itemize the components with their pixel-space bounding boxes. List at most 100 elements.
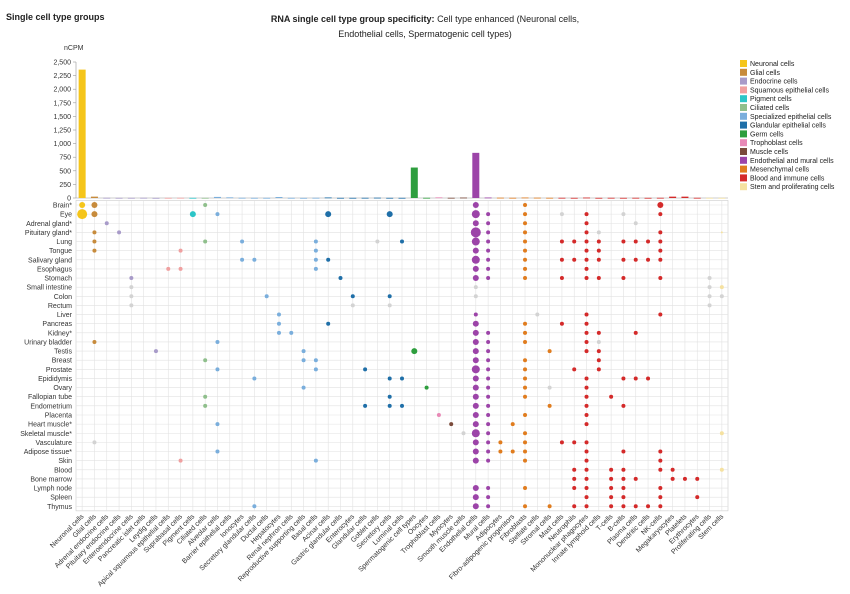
- bar-plasma-cells: [632, 197, 640, 199]
- dot: [584, 385, 589, 390]
- dot: [276, 321, 281, 326]
- dot: [79, 202, 86, 208]
- dot: [240, 239, 245, 244]
- legend-swatch: [740, 121, 747, 129]
- dot: [658, 276, 663, 281]
- dot: [596, 339, 601, 344]
- legend-label: Squamous epithelial cells: [750, 87, 829, 94]
- legend-label: Glandular epithelial cells: [750, 123, 826, 130]
- dot: [276, 330, 281, 335]
- legend-swatch: [740, 77, 747, 85]
- dot: [719, 467, 724, 472]
- dot: [523, 330, 528, 335]
- dot: [486, 504, 491, 509]
- dot: [523, 385, 528, 390]
- y-tick-label: 250: [59, 182, 71, 189]
- y-tick-label: 1,750: [53, 100, 71, 107]
- dot: [276, 312, 281, 317]
- bar-gastric-glandular-cells: [336, 197, 344, 199]
- dot: [584, 449, 589, 454]
- dot: [472, 439, 479, 446]
- legend-swatch: [740, 130, 747, 138]
- dot: [584, 440, 589, 445]
- bar-fibroblasts: [521, 197, 529, 199]
- bar-pituitary-endocrine-cells: [115, 197, 123, 199]
- dot: [584, 330, 589, 335]
- dot: [559, 321, 564, 326]
- bar-oocytes: [423, 197, 431, 199]
- row-label: Stomach: [44, 276, 72, 283]
- dot: [461, 431, 466, 436]
- bar-barrier-epithelial-cells: [226, 197, 234, 199]
- row-label: Lung: [56, 239, 72, 246]
- dot: [313, 358, 318, 363]
- dot: [471, 210, 480, 219]
- dot: [559, 212, 564, 217]
- dot: [523, 221, 528, 226]
- dot: [472, 494, 479, 501]
- row-label: Bone marrow: [30, 476, 73, 483]
- dot: [129, 303, 134, 308]
- dot: [523, 239, 528, 244]
- dot: [472, 411, 479, 418]
- dot: [486, 358, 491, 363]
- dot: [621, 504, 626, 509]
- dot: [621, 476, 626, 481]
- bar-ductal-cells: [263, 197, 271, 199]
- dot: [486, 339, 491, 344]
- dot: [486, 266, 491, 271]
- dot: [117, 230, 122, 235]
- dot: [471, 255, 480, 264]
- dot: [572, 486, 577, 491]
- dot: [633, 257, 638, 262]
- dot: [472, 329, 479, 336]
- dot: [621, 257, 626, 262]
- legend-label: Mesenchymal cells: [750, 167, 810, 174]
- row-label: Brain*: [53, 203, 72, 210]
- y-tick-label: 0: [67, 196, 71, 203]
- dot: [596, 230, 601, 235]
- dot: [77, 209, 88, 220]
- row-label: Pancreas: [42, 321, 72, 328]
- dot: [486, 367, 491, 372]
- dot: [203, 403, 208, 408]
- dot: [584, 376, 589, 381]
- dot: [719, 285, 724, 290]
- dot: [387, 403, 392, 408]
- dot: [326, 321, 331, 326]
- y-tick-label: 2,250: [53, 73, 71, 80]
- dot: [646, 257, 651, 262]
- legend-swatch: [740, 68, 747, 76]
- y-tick-label: 1,000: [53, 141, 71, 148]
- dot: [695, 476, 700, 481]
- dot: [621, 403, 626, 408]
- dot: [609, 486, 614, 491]
- dot: [91, 202, 98, 208]
- dot: [523, 376, 528, 381]
- legend-label: Specialized epithelial cells: [750, 114, 832, 121]
- bar-glial-cells: [90, 196, 98, 198]
- dot: [670, 476, 675, 481]
- dot: [473, 294, 478, 299]
- legend-swatch: [740, 86, 747, 94]
- y-axis-label: nCPM: [64, 45, 84, 52]
- dot: [523, 412, 528, 417]
- dot: [523, 257, 528, 262]
- legend-label: Germ cells: [750, 131, 784, 138]
- dot: [486, 431, 491, 436]
- dot: [472, 247, 479, 254]
- dot: [338, 276, 343, 281]
- dot: [486, 495, 491, 500]
- dot: [646, 504, 651, 509]
- dot: [92, 239, 97, 244]
- dot: [559, 239, 564, 244]
- dot: [215, 422, 220, 427]
- bar-reproductive-supporting-cells: [300, 197, 308, 199]
- dot: [363, 367, 368, 372]
- dot: [472, 503, 479, 510]
- bar-apical-squamous-epithelial-cells: [164, 197, 172, 199]
- dot: [375, 239, 380, 244]
- dot: [658, 239, 663, 244]
- dot: [572, 467, 577, 472]
- bar-neuronal-cells: [78, 69, 86, 198]
